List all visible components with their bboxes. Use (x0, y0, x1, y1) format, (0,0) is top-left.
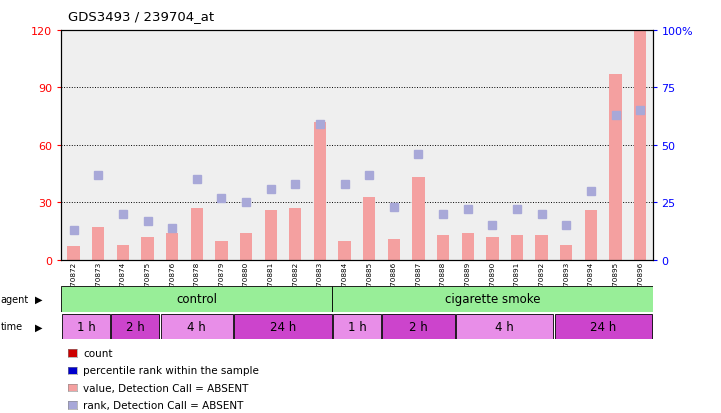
Text: 2 h: 2 h (409, 320, 428, 333)
Bar (480, 31, 505, 260)
Bar (314, 123, 326, 260)
Text: agent: agent (1, 294, 29, 304)
Bar (68, 247, 80, 260)
Bar (511, 235, 523, 260)
Text: ▶: ▶ (35, 322, 42, 332)
Text: GDS3493 / 239704_at: GDS3493 / 239704_at (68, 10, 215, 23)
Bar (332, 31, 357, 260)
Bar (505, 31, 529, 260)
Bar (283, 31, 308, 260)
Bar (332, 286, 653, 312)
Bar (560, 245, 572, 260)
Bar (61, 31, 86, 260)
Bar (160, 31, 185, 260)
Bar (190, 209, 203, 260)
Bar (486, 237, 498, 260)
Text: 4 h: 4 h (187, 320, 206, 333)
Bar (86, 31, 110, 260)
Bar (585, 211, 597, 260)
Text: 24 h: 24 h (590, 320, 616, 333)
Bar (382, 314, 455, 339)
Text: rank, Detection Call = ABSENT: rank, Detection Call = ABSENT (83, 400, 243, 410)
Bar (554, 31, 579, 260)
Bar (185, 31, 209, 260)
Bar (456, 314, 553, 339)
Bar (117, 245, 129, 260)
Bar (92, 228, 105, 260)
Text: time: time (1, 322, 23, 332)
Text: 24 h: 24 h (270, 320, 296, 333)
Bar (363, 197, 376, 260)
Bar (609, 75, 622, 260)
Bar (381, 31, 406, 260)
Bar (357, 31, 381, 260)
Text: 1 h: 1 h (348, 320, 366, 333)
Bar (110, 31, 136, 260)
Bar (234, 314, 332, 339)
Bar (554, 314, 652, 339)
Bar (333, 314, 381, 339)
Bar (136, 31, 160, 260)
Bar (216, 241, 228, 260)
Bar (308, 31, 332, 260)
Bar (437, 235, 449, 260)
Bar (388, 239, 400, 260)
Bar (529, 31, 554, 260)
Text: cigarette smoke: cigarette smoke (445, 292, 540, 306)
Text: percentile rank within the sample: percentile rank within the sample (83, 366, 259, 375)
Text: count: count (83, 348, 112, 358)
Bar (161, 314, 233, 339)
Bar (234, 31, 258, 260)
Bar (141, 237, 154, 260)
Text: 4 h: 4 h (495, 320, 514, 333)
Bar (456, 31, 480, 260)
Bar (536, 235, 548, 260)
Bar (240, 233, 252, 260)
Bar (62, 314, 110, 339)
Text: 1 h: 1 h (76, 320, 95, 333)
Bar (265, 211, 277, 260)
Bar (634, 31, 646, 260)
Text: control: control (176, 292, 217, 306)
Bar (111, 314, 159, 339)
Bar (61, 286, 332, 312)
Text: 2 h: 2 h (125, 320, 145, 333)
Bar (628, 31, 653, 260)
Bar (603, 31, 628, 260)
Bar (578, 31, 603, 260)
Bar (209, 31, 234, 260)
Bar (406, 31, 430, 260)
Bar (258, 31, 283, 260)
Bar (430, 31, 456, 260)
Text: value, Detection Call = ABSENT: value, Detection Call = ABSENT (83, 383, 248, 393)
Bar (289, 209, 301, 260)
Bar (461, 233, 474, 260)
Text: ▶: ▶ (35, 294, 42, 304)
Bar (166, 233, 178, 260)
Bar (412, 178, 425, 260)
Bar (338, 241, 350, 260)
